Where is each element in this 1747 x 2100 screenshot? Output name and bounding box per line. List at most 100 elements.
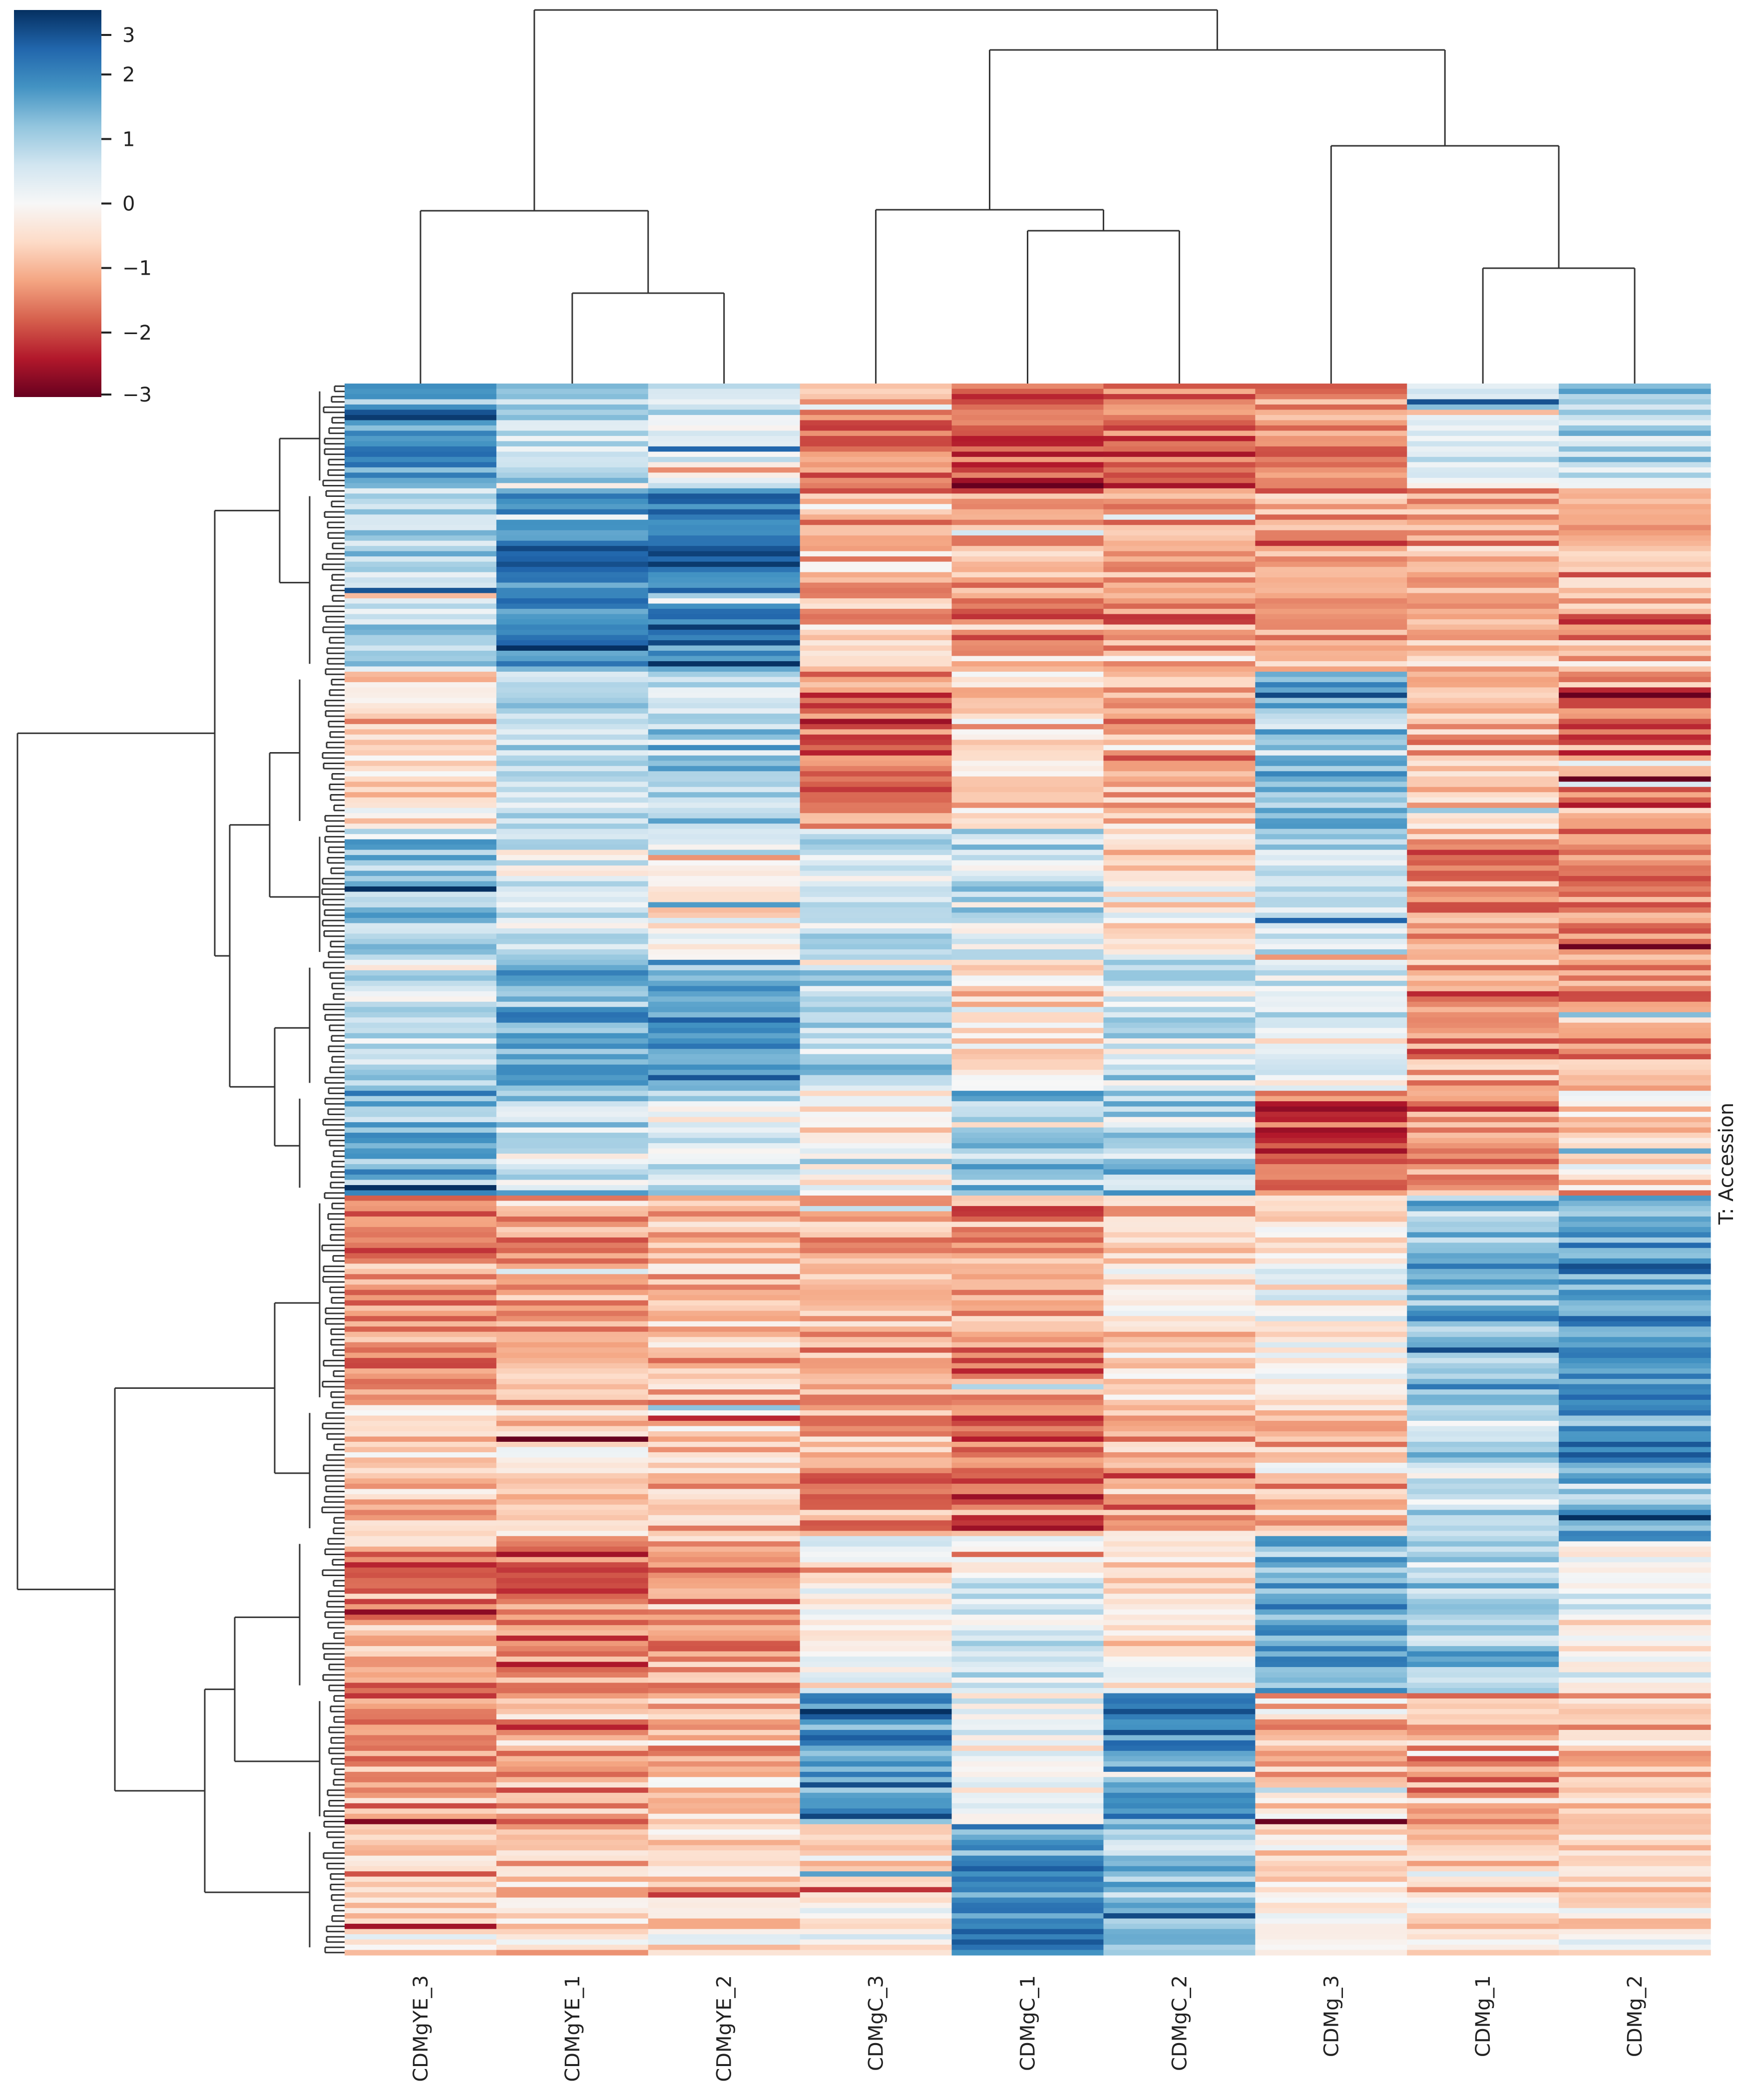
heatmap-cell xyxy=(1103,928,1256,934)
heatmap-cell xyxy=(1255,1253,1407,1259)
heatmap-cell xyxy=(345,839,497,845)
heatmap-cell xyxy=(496,855,649,861)
heatmap-cell xyxy=(800,593,952,599)
heatmap-cell xyxy=(1255,677,1407,683)
heatmap-cell xyxy=(1559,1138,1711,1144)
heatmap-cell xyxy=(496,1678,649,1683)
heatmap-cell xyxy=(496,1091,649,1097)
heatmap-cell xyxy=(345,1007,497,1013)
heatmap-cell xyxy=(1559,1222,1711,1228)
heatmap-cell xyxy=(1559,1871,1711,1877)
heatmap-cell xyxy=(1103,986,1256,992)
heatmap-cell xyxy=(951,1829,1104,1835)
row-dendrogram xyxy=(16,385,345,1954)
heatmap-cell xyxy=(1255,1012,1407,1018)
heatmap-cell xyxy=(1255,1263,1407,1269)
heatmap-cell xyxy=(1255,1436,1407,1442)
heatmap-cell xyxy=(800,671,952,678)
heatmap-cell xyxy=(1103,1782,1256,1788)
heatmap-cell xyxy=(951,1133,1104,1139)
heatmap-cell xyxy=(1103,1562,1256,1568)
heatmap-cell xyxy=(1407,1190,1559,1196)
heatmap-cell xyxy=(496,572,649,578)
heatmap-cell xyxy=(1103,425,1256,431)
heatmap-cell xyxy=(800,1845,952,1851)
heatmap-cell xyxy=(951,1599,1104,1605)
heatmap-cell xyxy=(951,614,1104,620)
heatmap-cell xyxy=(1255,917,1407,924)
heatmap-cell xyxy=(345,530,497,536)
heatmap-cell xyxy=(1255,1415,1407,1421)
heatmap-cell xyxy=(1559,1133,1711,1139)
heatmap-cell xyxy=(345,1761,497,1767)
heatmap-cell xyxy=(345,1892,497,1898)
heatmap-cell xyxy=(800,1033,952,1039)
heatmap-cell xyxy=(648,1609,801,1615)
heatmap-cell xyxy=(345,954,497,960)
heatmap-cell xyxy=(345,1462,497,1469)
heatmap-cell xyxy=(1407,1641,1559,1647)
heatmap-cell xyxy=(648,912,801,918)
heatmap-cell xyxy=(951,1641,1104,1647)
heatmap-cell xyxy=(951,1169,1104,1175)
heatmap-cell xyxy=(1407,1080,1559,1086)
heatmap-cell xyxy=(1255,855,1407,861)
heatmap-cell xyxy=(1407,692,1559,698)
heatmap-cell xyxy=(648,1331,801,1337)
heatmap-cell xyxy=(1255,818,1407,824)
heatmap-cell xyxy=(951,965,1104,971)
heatmap-cell xyxy=(648,797,801,803)
heatmap-cell xyxy=(1103,1070,1256,1076)
heatmap-cell xyxy=(496,824,649,830)
heatmap-cell xyxy=(1559,1615,1711,1621)
heatmap-cell xyxy=(1103,703,1256,709)
heatmap-cell xyxy=(1255,1070,1407,1076)
heatmap-cell xyxy=(800,1494,952,1500)
heatmap-cell xyxy=(1103,1038,1256,1044)
heatmap-cell xyxy=(1559,535,1711,541)
heatmap-cell xyxy=(1559,477,1711,483)
heatmap-cell xyxy=(1103,1756,1256,1762)
heatmap-cell xyxy=(648,1546,801,1552)
heatmap-cell xyxy=(648,917,801,924)
heatmap-cell xyxy=(1103,635,1256,641)
heatmap-cell xyxy=(345,1599,497,1605)
heatmap-cell xyxy=(1255,1913,1407,1919)
heatmap-cell xyxy=(951,1662,1104,1668)
heatmap-cell xyxy=(496,640,649,646)
column-label: CDMgC_2 xyxy=(1168,1975,1191,2071)
heatmap-cell xyxy=(648,399,801,405)
heatmap-cell xyxy=(345,1284,497,1290)
heatmap-cell xyxy=(800,1127,952,1133)
heatmap-cell xyxy=(1103,808,1256,814)
heatmap-cell xyxy=(1407,1903,1559,1909)
heatmap-cell xyxy=(1103,1310,1256,1316)
heatmap-cell xyxy=(496,1819,649,1825)
heatmap-cell xyxy=(951,891,1104,897)
heatmap-cell xyxy=(1103,912,1256,918)
heatmap-cell xyxy=(800,1279,952,1285)
heatmap-cell xyxy=(1103,1662,1256,1668)
heatmap-cell xyxy=(345,1001,497,1007)
heatmap-cell xyxy=(951,1310,1104,1316)
heatmap-cell xyxy=(1559,1436,1711,1442)
heatmap-cell xyxy=(1255,824,1407,830)
heatmap-cell xyxy=(1559,1719,1711,1725)
heatmap-cell xyxy=(1407,1929,1559,1935)
heatmap-cell xyxy=(1407,1352,1559,1358)
heatmap-cell xyxy=(1407,1803,1559,1809)
heatmap-cell xyxy=(1255,399,1407,405)
heatmap-cell xyxy=(1255,1651,1407,1657)
heatmap-cell xyxy=(800,1834,952,1840)
heatmap-cell xyxy=(1559,1106,1711,1112)
heatmap-cell xyxy=(648,755,801,761)
heatmap-cell xyxy=(345,1174,497,1181)
heatmap-cell xyxy=(1255,546,1407,552)
heatmap-cell xyxy=(1559,1766,1711,1772)
heatmap-cell xyxy=(345,1845,497,1851)
heatmap-cell xyxy=(1559,1756,1711,1762)
heatmap-cell xyxy=(1255,687,1407,693)
heatmap-cell xyxy=(951,750,1104,756)
heatmap-cell xyxy=(496,954,649,960)
heatmap-cell xyxy=(951,1483,1104,1489)
